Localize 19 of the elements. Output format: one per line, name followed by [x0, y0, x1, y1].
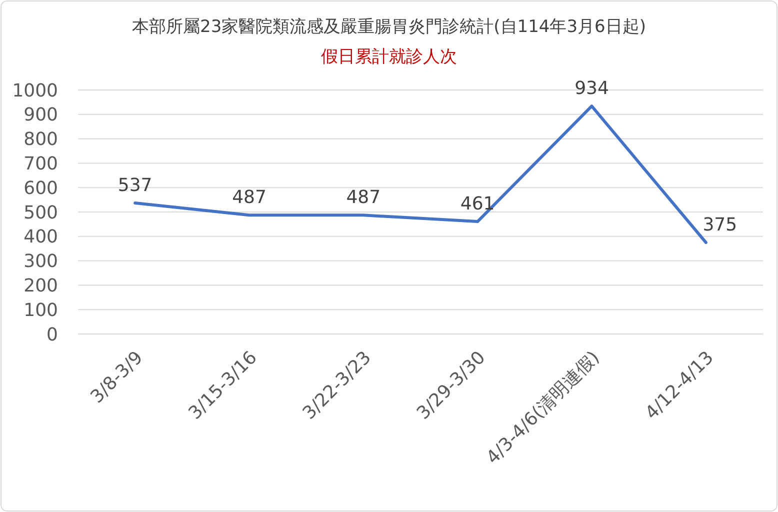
y-tick-label: 600	[24, 178, 58, 199]
data-label: 487	[346, 187, 381, 208]
data-label: 934	[574, 78, 609, 100]
chart-title: 本部所屬23家醫院類流感及嚴重腸胃炎門診統計(自114年3月6日起)	[132, 17, 646, 37]
y-tick-label: 800	[24, 129, 58, 150]
y-tick-label: 200	[24, 276, 58, 296]
chart-subtitle: 假日累計就診人次	[321, 47, 457, 67]
y-tick-label: 0	[46, 324, 58, 346]
y-tick-label: 900	[24, 104, 58, 126]
y-tick-label: 100	[24, 300, 58, 321]
y-tick-label: 1000	[12, 80, 58, 102]
y-tick-label: 700	[24, 154, 58, 174]
data-label: 537	[118, 174, 152, 196]
y-tick-label: 300	[24, 251, 58, 272]
data-label: 487	[232, 187, 266, 208]
data-label: 461	[460, 194, 495, 215]
y-tick-label: 400	[24, 226, 58, 248]
data-label: 375	[702, 214, 738, 236]
y-tick-label: 500	[24, 202, 58, 224]
